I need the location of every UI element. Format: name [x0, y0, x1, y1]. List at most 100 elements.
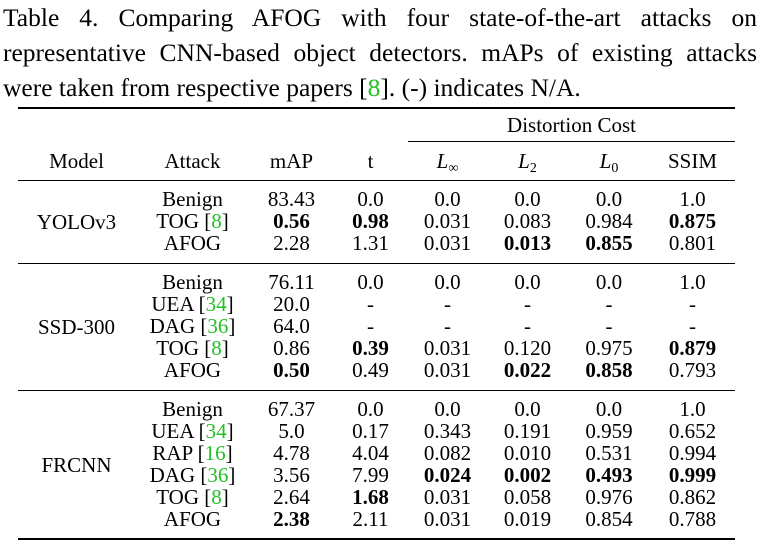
cell-text: 2.11: [352, 507, 389, 531]
value-cell: 0.024: [408, 464, 487, 486]
value-cell: 1.0: [650, 390, 735, 421]
table-caption: Table 4. Comparing AFOG with four state-…: [3, 0, 757, 105]
column-header: SSIM: [650, 141, 735, 181]
cell-text: 0.854: [585, 507, 633, 531]
cell-text: 0.976: [585, 485, 633, 509]
value-cell: 0.0: [568, 390, 650, 420]
citation[interactable]: 8: [211, 336, 222, 360]
math-subscript: 0: [611, 161, 619, 176]
value-cell: 0.999: [650, 464, 735, 486]
cell-text: 0.984: [585, 209, 633, 233]
value-cell: -: [487, 293, 568, 315]
cell-text: 0.031: [423, 507, 472, 531]
cell-text: 0.083: [503, 209, 552, 233]
cell-text: 0.0: [514, 397, 541, 421]
citation[interactable]: 16: [204, 441, 226, 465]
cell-text: 0.019: [503, 507, 552, 531]
citation[interactable]: 36: [207, 314, 229, 338]
cell-text: 0.022: [503, 358, 552, 382]
value-cell: 0.49: [333, 359, 408, 391]
cell-text: 0.39: [352, 336, 389, 360]
column-header: Attack: [135, 141, 250, 181]
attack-text: ]: [225, 441, 233, 465]
attack-text: AFOG: [163, 231, 222, 255]
value-cell: 4.04: [333, 442, 408, 464]
cell-text: 0.031: [423, 231, 472, 255]
cell-text: 1.0: [679, 397, 706, 421]
citation[interactable]: 34: [205, 292, 227, 316]
cell-text: -: [367, 314, 374, 338]
cell-text: -: [689, 314, 696, 338]
attack-name: DAG [36]: [135, 315, 250, 337]
table-row: UEA [34] 20.0 - - - - -: [18, 293, 735, 315]
cell-text: 0.0: [357, 270, 384, 294]
table-body: YOLOv3 Benign 83.43 0.0 0.0 0.0 0.0 1.0 TOG [8] 0…: [18, 181, 735, 540]
cell-text: -: [524, 292, 531, 316]
column-header: L∞: [408, 141, 487, 181]
cell-text: 0.788: [668, 507, 717, 531]
value-cell: 0.031: [408, 337, 487, 359]
value-cell: 0.56: [250, 210, 333, 232]
cell-text: 76.11: [268, 270, 315, 294]
cell-text: 0.999: [668, 463, 717, 487]
attack-name: Benign: [135, 263, 250, 293]
model-name: SSD-300: [18, 263, 135, 391]
value-cell: 0.0: [487, 181, 568, 210]
cell-text: 0.002: [503, 463, 552, 487]
cell-text: 20.0: [273, 292, 310, 316]
value-cell: 0.013: [487, 232, 568, 264]
cell-text: 0.652: [668, 419, 717, 443]
table-row: AFOG 2.28 1.31 0.031 0.013 0.855 0.801: [18, 232, 735, 264]
cell-text: 0.493: [585, 463, 633, 487]
value-cell: -: [650, 315, 735, 337]
cell-text: 0.17: [352, 419, 389, 443]
value-cell: 0.652: [650, 420, 735, 442]
cell-text: 0.0: [434, 270, 461, 294]
results-table: Distortion Cost Model Attack mAP t L∞ L2 L0 SSIM…: [18, 107, 735, 540]
value-cell: 0.082: [408, 442, 487, 464]
value-cell: 0.788: [650, 507, 735, 540]
cell-text: 0.058: [503, 485, 552, 509]
table-row: TOG [8] 0.56 0.98 0.031 0.083 0.984 0.875: [18, 210, 735, 232]
cell-text: 0.120: [503, 336, 552, 360]
cell-text: 0.50: [273, 358, 310, 382]
cell-text: 0.010: [503, 441, 552, 465]
cell-text: 67.37: [267, 397, 316, 421]
value-cell: 4.78: [250, 442, 333, 464]
attack-name: UEA [34]: [135, 293, 250, 315]
value-cell: 1.0: [650, 263, 735, 294]
attack-name: Benign: [135, 181, 250, 211]
value-cell: 0.793: [650, 359, 735, 391]
attack-text: Benign: [162, 187, 223, 211]
table-row: UEA [34] 5.0 0.17 0.343 0.191 0.959 0.652: [18, 420, 735, 442]
citation[interactable]: 8: [211, 209, 222, 233]
value-cell: 7.99: [333, 464, 408, 486]
cell-text: -: [689, 292, 696, 316]
table-row: AFOG 2.38 2.11 0.031 0.019 0.854 0.788: [18, 507, 735, 540]
value-cell: 0.493: [568, 464, 650, 486]
cell-text: -: [367, 292, 374, 316]
value-cell: 0.858: [568, 359, 650, 391]
cell-text: 0.013: [503, 231, 552, 255]
attack-text: DAG [: [149, 314, 208, 338]
table-row: DAG [36] 3.56 7.99 0.024 0.002 0.493 0.999: [18, 464, 735, 486]
citation[interactable]: 34: [205, 419, 227, 443]
attack-text: UEA [: [151, 419, 206, 443]
value-cell: 0.0: [408, 181, 487, 211]
cell-text: 0.0: [434, 187, 461, 211]
value-cell: -: [408, 293, 487, 315]
citation[interactable]: 36: [207, 463, 229, 487]
value-cell: 2.11: [333, 507, 408, 540]
citation[interactable]: 8: [211, 485, 222, 509]
cell-text: 5.0: [278, 419, 305, 443]
table-row: SSD-300 Benign 76.11 0.0 0.0 0.0 0.0 1.0: [18, 263, 735, 391]
value-cell: 0.975: [568, 337, 650, 359]
cell-text: 83.43: [267, 187, 316, 211]
value-cell: 0.0: [568, 181, 650, 210]
citation[interactable]: 8: [367, 73, 381, 102]
cell-text: 0.801: [668, 231, 717, 255]
cell-text: 1.0: [679, 270, 706, 294]
table-row: RAP [16] 4.78 4.04 0.082 0.010 0.531 0.994: [18, 442, 735, 464]
table-row: FRCNN Benign 67.37 0.0 0.0 0.0 0.0 1.0: [18, 390, 735, 540]
